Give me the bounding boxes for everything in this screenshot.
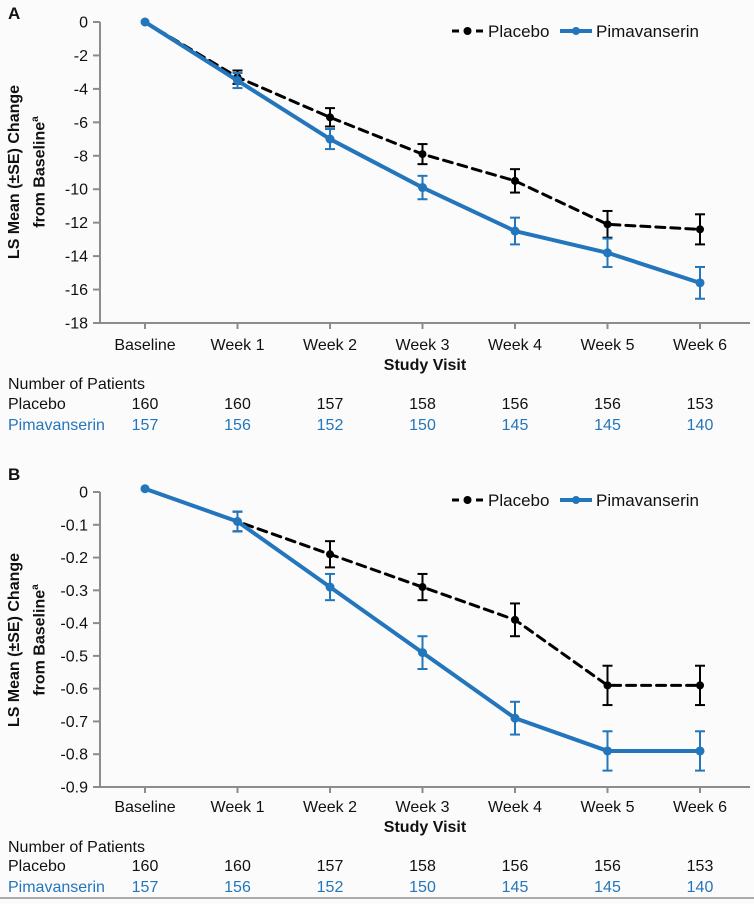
y-tick-label: 0: [79, 485, 88, 502]
y-tick-label: -0.7: [60, 714, 88, 731]
data-point-pimavanserin: [510, 713, 520, 723]
y-tick-label: -14: [65, 249, 88, 266]
y-tick-label: -0.8: [60, 747, 88, 764]
data-point-placebo: [603, 681, 612, 690]
legend-label-placebo: Placebo: [488, 22, 549, 41]
data-point-pimavanserin: [603, 746, 612, 756]
data-point-placebo: [418, 150, 427, 159]
legend-label-pimavanserin: Pimavanserin: [596, 491, 699, 510]
y-tick-label: -12: [65, 215, 88, 232]
data-point-pimavanserin: [418, 648, 427, 658]
data-point-placebo: [511, 615, 519, 624]
data-point-placebo: [418, 583, 427, 592]
y-tick-label: 0: [79, 15, 88, 32]
data-point-pimavanserin: [325, 134, 335, 144]
legend-dot-icon: [572, 496, 580, 504]
y-tick-label: -0.3: [60, 583, 88, 600]
y-tick-label: -18: [65, 316, 88, 333]
y-tick-label: -0.1: [60, 517, 88, 534]
y-tick-label: -16: [65, 282, 88, 299]
series-line-pimavanserin: [143, 486, 702, 753]
y-tick-label: -6: [74, 115, 88, 132]
legend-dot-icon: [463, 496, 472, 504]
legend-dot-icon: [572, 27, 580, 35]
bottom-border: [0, 897, 754, 899]
legend-label-placebo: Placebo: [488, 491, 549, 510]
y-tick-label: -0.9: [60, 780, 88, 797]
data-point-placebo: [326, 550, 334, 559]
legend-label-pimavanserin: Pimavanserin: [596, 22, 699, 41]
y-tick-label: -0.4: [60, 616, 88, 633]
data-point-placebo: [696, 225, 704, 234]
data-point-placebo: [603, 220, 612, 229]
y-tick-label: -4: [74, 81, 88, 98]
data-point-placebo: [326, 113, 334, 122]
data-point-pimavanserin: [233, 517, 242, 526]
data-point-pimavanserin: [233, 76, 242, 86]
data-point-pimavanserin: [140, 484, 150, 494]
y-tick-label: -8: [74, 148, 88, 165]
data-point-pimavanserin: [325, 582, 335, 592]
data-point-pimavanserin: [695, 746, 705, 756]
data-point-placebo: [511, 176, 519, 185]
y-tick-label: -0.2: [60, 550, 88, 567]
y-tick-label: -0.5: [60, 648, 88, 665]
data-point-placebo: [696, 681, 704, 690]
data-point-pimavanserin: [140, 17, 150, 27]
data-point-pimavanserin: [695, 278, 705, 288]
data-point-pimavanserin: [510, 226, 520, 236]
y-tick-label: -10: [65, 182, 88, 199]
data-point-pimavanserin: [603, 248, 612, 258]
legend-dot-icon: [463, 27, 472, 35]
y-tick-label: -2: [74, 48, 88, 65]
data-point-pimavanserin: [418, 183, 427, 193]
y-tick-label: -0.6: [60, 681, 88, 698]
